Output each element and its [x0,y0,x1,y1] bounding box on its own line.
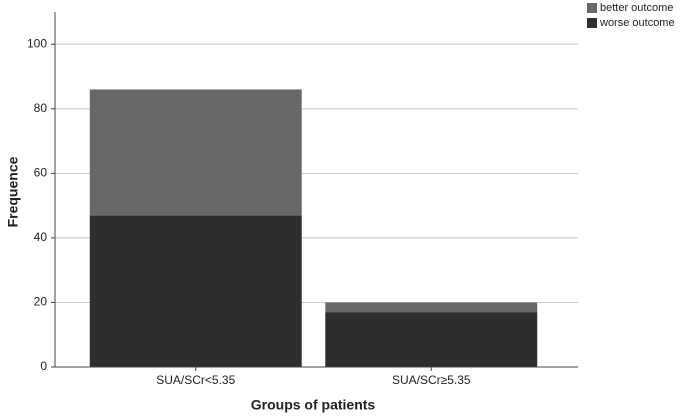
legend-label: better outcome [600,2,673,14]
y-tick-label: 100 [27,36,47,50]
x-tick-label: SUA/SCr≥5.35 [392,373,471,387]
y-tick-label: 40 [34,230,48,244]
legend-swatch [587,18,597,28]
y-axis-title: Frequence [5,156,21,227]
x-tick-label: SUA/SCr<5.35 [156,373,235,387]
y-tick-label: 80 [34,101,48,115]
bar-segment [325,302,538,313]
bar-segment [325,312,538,367]
y-tick-label: 60 [34,166,48,180]
legend-label: worse outcome [599,17,675,29]
bar-segment [89,215,302,367]
bar-segment [89,89,302,216]
y-tick-label: 0 [40,359,47,373]
legend-swatch [587,3,597,13]
x-axis-title: Groups of patients [251,397,376,413]
y-tick-label: 20 [34,295,48,309]
